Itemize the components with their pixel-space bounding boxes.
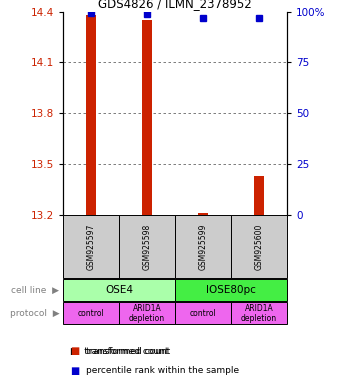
Bar: [63, 302, 119, 324]
Bar: [175, 279, 287, 301]
Text: OSE4: OSE4: [105, 285, 133, 295]
Text: GSM925600: GSM925600: [254, 223, 264, 270]
Text: ■  transformed count: ■ transformed count: [70, 347, 168, 356]
Bar: [198, 214, 208, 215]
Bar: [63, 279, 175, 301]
Bar: [231, 215, 287, 278]
Bar: [231, 302, 287, 324]
Bar: [63, 215, 119, 278]
Bar: [119, 215, 175, 278]
Text: control: control: [190, 309, 216, 318]
Text: ARID1A
depletion: ARID1A depletion: [241, 304, 277, 323]
Title: GDS4826 / ILMN_2378952: GDS4826 / ILMN_2378952: [98, 0, 252, 10]
Bar: [175, 302, 231, 324]
Bar: [142, 20, 152, 215]
Bar: [254, 176, 264, 215]
Text: ■: ■: [70, 346, 79, 356]
Text: GSM925597: GSM925597: [86, 223, 96, 270]
Text: GSM925599: GSM925599: [198, 223, 208, 270]
Text: ARID1A
depletion: ARID1A depletion: [129, 304, 165, 323]
Bar: [175, 215, 231, 278]
Text: cell line  ▶: cell line ▶: [12, 286, 60, 295]
Text: ■: ■: [70, 366, 79, 376]
Text: transformed count: transformed count: [86, 347, 170, 356]
Bar: [119, 302, 175, 324]
Text: IOSE80pc: IOSE80pc: [206, 285, 256, 295]
Text: control: control: [78, 309, 104, 318]
Text: GSM925598: GSM925598: [142, 223, 152, 270]
Text: protocol  ▶: protocol ▶: [10, 309, 60, 318]
Bar: [86, 15, 96, 215]
Text: percentile rank within the sample: percentile rank within the sample: [86, 366, 239, 375]
